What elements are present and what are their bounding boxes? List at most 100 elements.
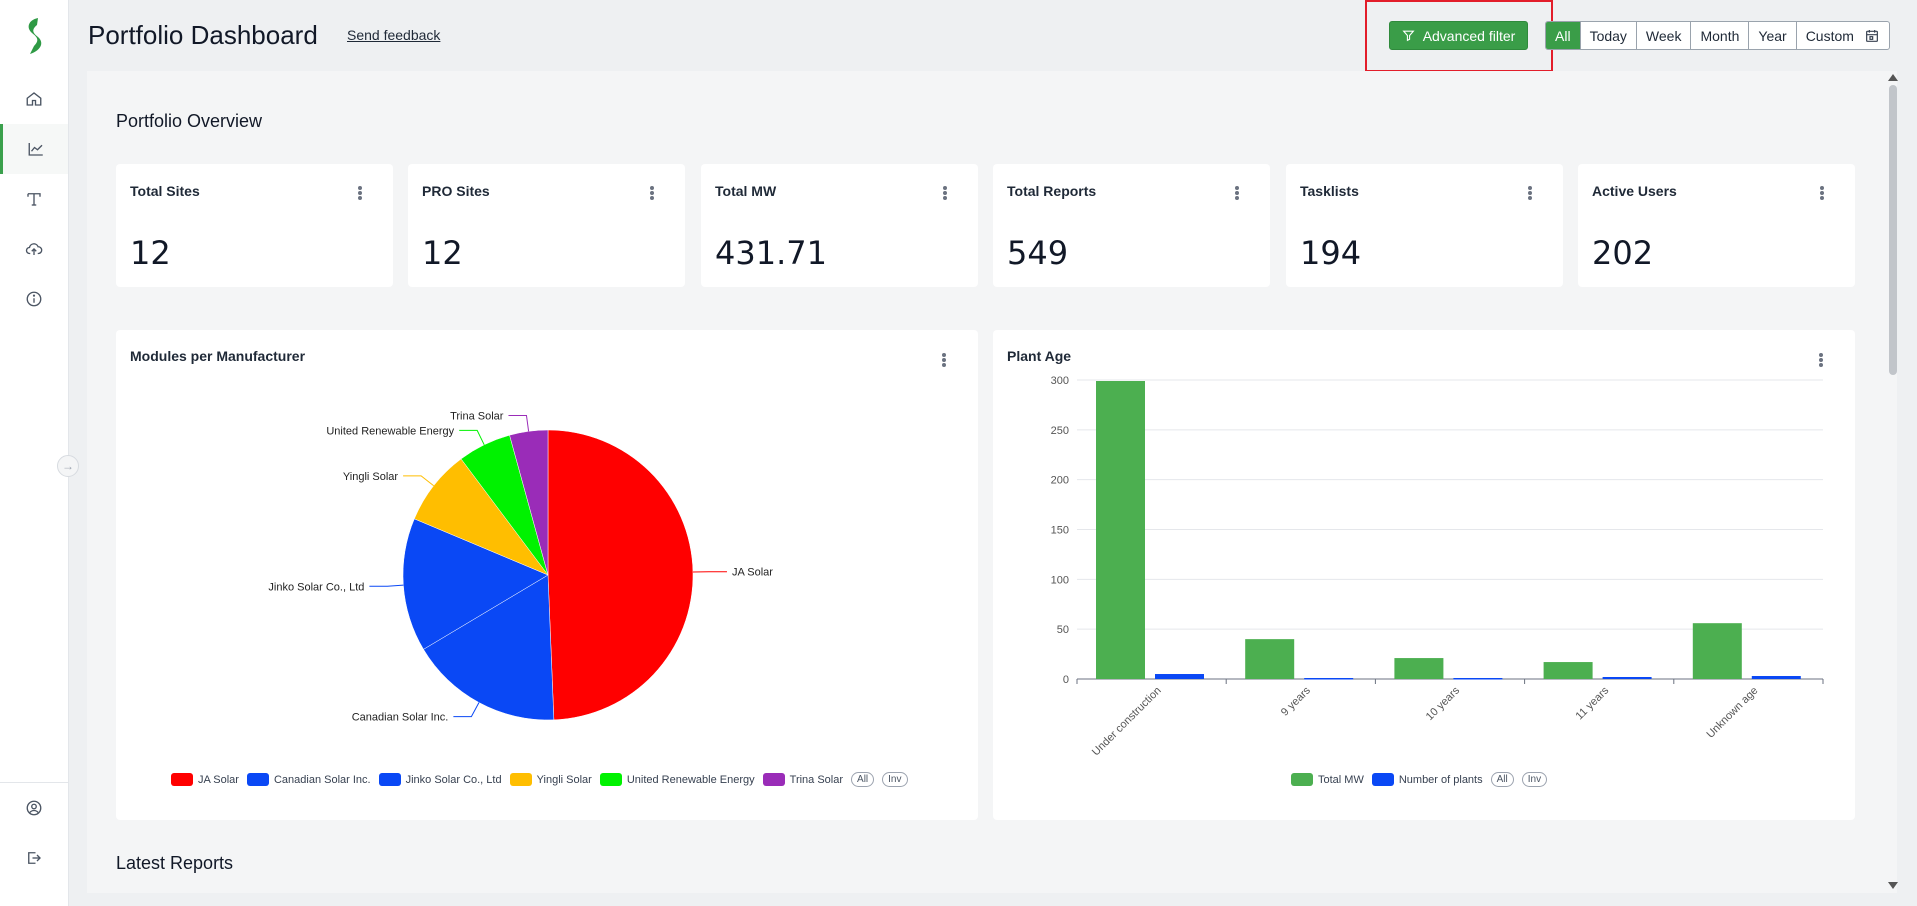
kebab-menu-icon[interactable] — [1814, 184, 1830, 202]
bar-total-mw-9-years[interactable] — [1245, 639, 1295, 679]
date-range-selector: All Today Week Month Year Custom — [1545, 21, 1890, 50]
advanced-filter-button[interactable]: Advanced filter — [1389, 21, 1528, 50]
arrow-right-icon: → — [62, 459, 74, 473]
legend-swatch — [599, 773, 622, 786]
legend-label: United Renewable Energy — [626, 773, 755, 786]
bar-number-of-plants-10-years[interactable] — [1453, 678, 1503, 680]
bar-number-of-plants-unknown-age[interactable] — [1751, 676, 1801, 679]
filter-icon — [1402, 30, 1415, 42]
x-tick-label: Under construction — [1090, 685, 1164, 759]
pie-slice-ja-solar[interactable] — [547, 429, 694, 721]
legend-swatch — [509, 773, 532, 786]
info-icon — [26, 291, 42, 307]
legend-item-jinko-solar-co-ltd[interactable]: Jinko Solar Co., Ltd — [378, 773, 502, 786]
sidebar-item-templates[interactable] — [0, 174, 68, 224]
pie-leader-line — [459, 429, 485, 446]
portfolio-overview-title: Portfolio Overview — [116, 111, 263, 131]
x-tick-label: 10 years — [1424, 684, 1463, 723]
kpi-value: 12 — [422, 234, 463, 272]
sidebar-collapse-toggle[interactable]: → — [57, 455, 79, 477]
scroll-up-arrow-icon[interactable] — [1888, 74, 1898, 81]
kpi-value: 431.71 — [715, 234, 827, 272]
legend-item-trina-solar[interactable]: Trina Solar — [762, 773, 843, 786]
app-logo[interactable] — [20, 16, 48, 56]
y-tick-label: 300 — [1051, 375, 1069, 387]
chart-title: Plant Age — [1007, 348, 1072, 364]
legend-swatch — [762, 773, 785, 786]
pie-slice-label: Canadian Solar Inc. — [352, 712, 449, 724]
legend-item-ja-solar[interactable]: JA Solar — [171, 773, 239, 786]
legend-swatch — [1371, 773, 1394, 786]
kebab-menu-icon[interactable] — [1229, 184, 1245, 202]
legend-swatch — [171, 773, 193, 786]
legend-label: JA Solar — [198, 773, 239, 786]
legend-inv-toggle[interactable]: Inv — [882, 772, 908, 787]
analytics-icon — [28, 143, 43, 156]
kebab-menu-icon[interactable] — [644, 184, 660, 202]
kpi-value: 202 — [1592, 234, 1654, 272]
scroll-down-arrow-icon[interactable] — [1888, 882, 1898, 889]
y-tick-label: 150 — [1051, 525, 1069, 537]
kpi-label: PRO Sites — [422, 183, 490, 199]
bar-legend: Total MW Number of plants All Inv — [1291, 772, 1548, 787]
legend-swatch — [1291, 773, 1313, 786]
kpi-label: Tasklists — [1300, 183, 1359, 199]
cloud-upload-icon — [25, 243, 43, 255]
kebab-menu-icon[interactable] — [1813, 351, 1829, 369]
kebab-menu-icon[interactable] — [1522, 184, 1538, 202]
legend-item-total-mw[interactable]: Total MW — [1291, 773, 1364, 786]
main-scrollbar[interactable] — [1886, 71, 1898, 893]
bar-total-mw-10-years[interactable] — [1394, 658, 1444, 679]
pie-slice-trina-solar[interactable] — [509, 429, 549, 576]
legend-item-canadian-solar-inc[interactable]: Canadian Solar Inc. — [246, 773, 371, 786]
y-tick-label: 100 — [1051, 574, 1069, 586]
bar-total-mw-unknown-age[interactable] — [1692, 623, 1742, 679]
pie-leader-line — [403, 475, 435, 487]
legend-item-yingli-solar[interactable]: Yingli Solar — [509, 773, 592, 786]
text-tool-icon — [27, 193, 41, 206]
kpi-label: Total Sites — [130, 183, 200, 199]
sidebar-item-analytics[interactable] — [0, 124, 68, 174]
scroll-thumb[interactable] — [1889, 85, 1897, 375]
page-title: Portfolio Dashboard — [88, 20, 318, 50]
legend-inv-toggle[interactable]: Inv — [1521, 772, 1548, 787]
x-tick-label: 11 years — [1574, 684, 1612, 722]
sidebar-item-profile[interactable] — [0, 783, 68, 833]
kebab-menu-icon[interactable] — [937, 184, 953, 202]
bar-total-mw-under-construction[interactable] — [1096, 380, 1145, 679]
legend-swatch — [378, 773, 401, 786]
pie-slice-label: Yingli Solar — [343, 471, 399, 483]
plant-age-card: Plant Age 0 50 100 150 200 250 300 Under constr… — [993, 330, 1855, 820]
bar-total-mw-11-years[interactable] — [1543, 662, 1593, 679]
pie-chart: JA Solar Canadian Solar Inc. Jinko Solar C… — [268, 410, 773, 724]
bar-number-of-plants-9-years[interactable] — [1304, 678, 1354, 680]
range-custom-button[interactable]: Custom — [1797, 22, 1889, 49]
user-circle-icon — [26, 800, 42, 816]
sidebar-item-home[interactable] — [0, 74, 68, 124]
kebab-menu-icon[interactable] — [936, 351, 952, 369]
send-feedback-link[interactable]: Send feedback — [347, 27, 441, 43]
legend-item-united-renewable-energy[interactable]: United Renewable Energy — [599, 773, 755, 786]
legend-item-number-of-plants[interactable]: Number of plants — [1371, 773, 1483, 786]
legend-all-toggle[interactable]: All — [851, 772, 875, 787]
kpi-card-total-sites: Total Sites 12 — [116, 164, 393, 287]
bar-number-of-plants-11-years[interactable] — [1602, 677, 1652, 679]
sidebar-item-upload[interactable] — [0, 224, 68, 274]
range-year-button[interactable]: Year — [1749, 22, 1797, 49]
chart-title: Modules per Manufacturer — [130, 348, 306, 364]
bar-number-of-plants-under-construction[interactable] — [1155, 674, 1204, 679]
advanced-filter-label: Advanced filter — [1422, 27, 1516, 44]
sidebar-item-info[interactable] — [0, 274, 68, 324]
range-all-button[interactable]: All — [1546, 22, 1581, 49]
home-icon — [26, 92, 42, 106]
pie-slice-label: JA Solar — [732, 567, 773, 579]
legend-label: Yingli Solar — [536, 773, 592, 786]
kebab-menu-icon[interactable] — [352, 184, 368, 202]
range-month-button[interactable]: Month — [1691, 22, 1750, 49]
legend-all-toggle[interactable]: All — [1490, 772, 1514, 787]
legend-label: Number of plants — [1398, 773, 1483, 786]
sidebar-item-logout[interactable] — [0, 833, 68, 883]
range-today-button[interactable]: Today — [1581, 22, 1637, 49]
range-week-button[interactable]: Week — [1637, 22, 1692, 49]
pie-slice-label: Trina Solar — [450, 410, 504, 422]
